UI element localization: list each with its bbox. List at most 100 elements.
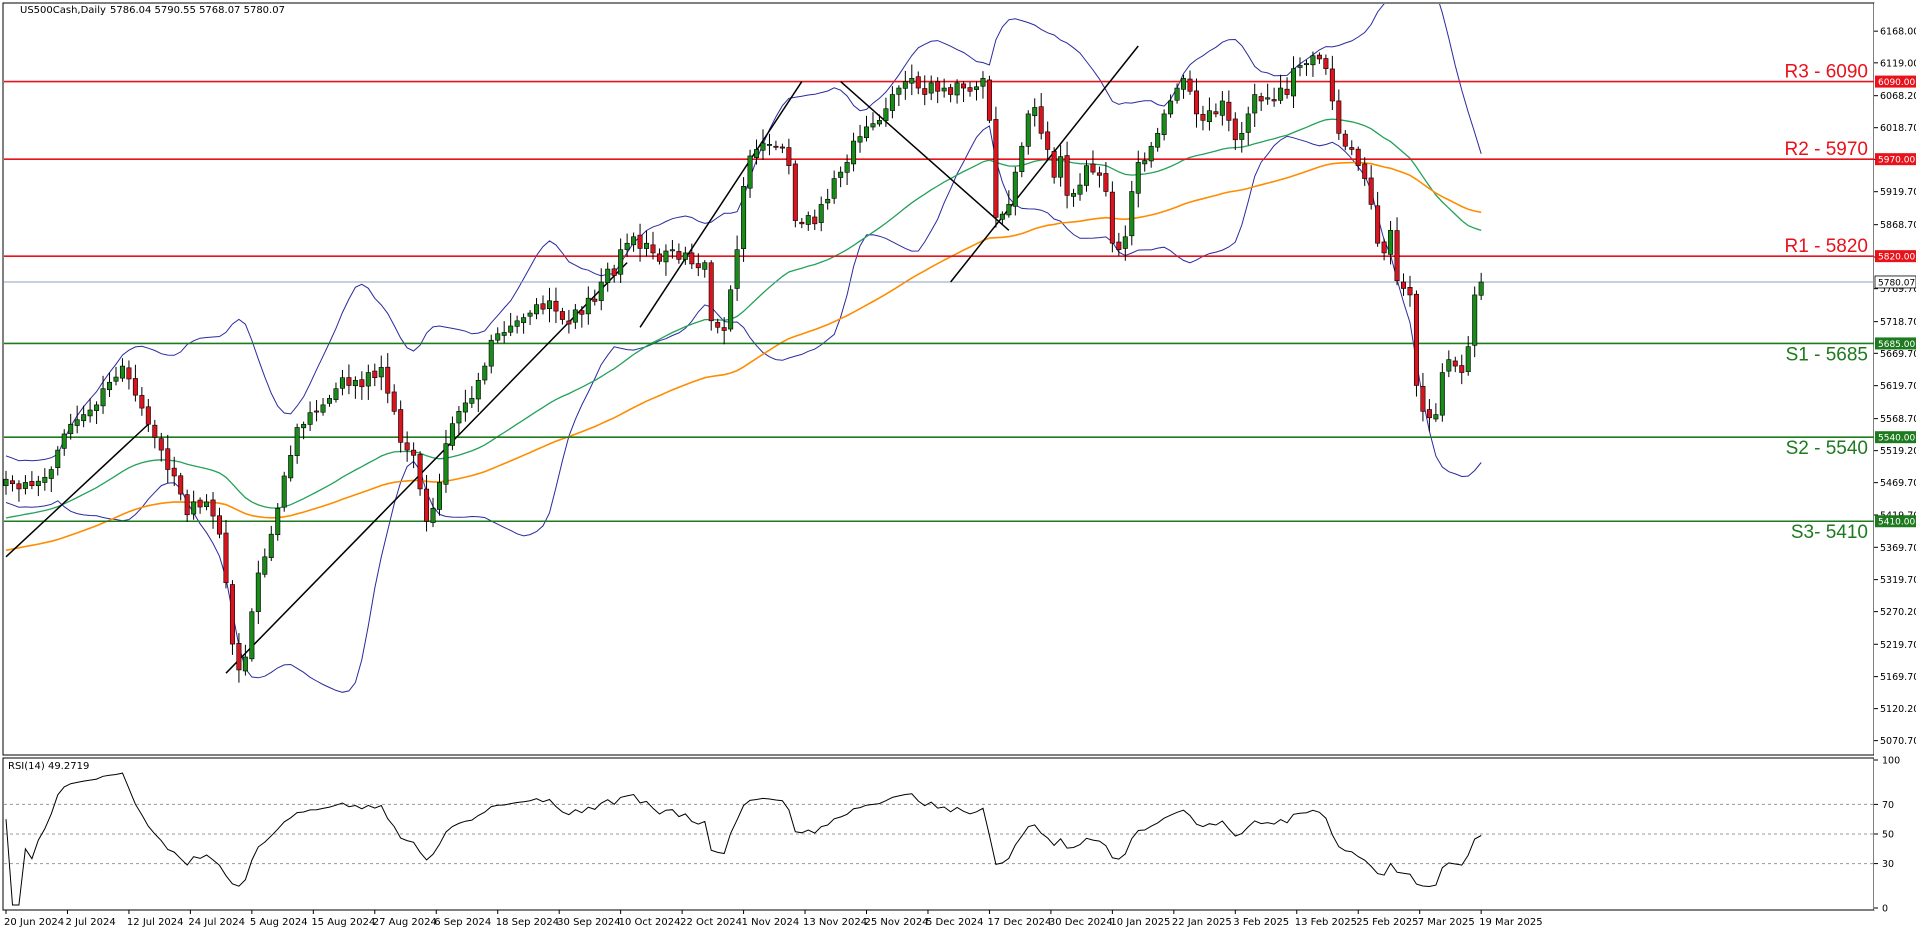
- time-axis-tick-label: 27 Aug 2024: [373, 917, 437, 928]
- candle-bull: [1239, 133, 1245, 140]
- candle-bear: [9, 480, 15, 485]
- candle-bear: [229, 584, 235, 645]
- candle-bear: [16, 483, 22, 490]
- support-resistance-lines: [4, 80, 1874, 523]
- candle-bull: [831, 178, 837, 199]
- candle-bull: [728, 289, 734, 330]
- level-price-tag-s2: [1875, 431, 1916, 444]
- candle-bull: [55, 449, 61, 468]
- candle-bear: [1426, 409, 1432, 419]
- candle-bull: [35, 480, 41, 486]
- candle-bull: [1168, 100, 1174, 115]
- candle-bear: [1349, 147, 1355, 150]
- candle-bull: [281, 475, 287, 508]
- candle-bull: [818, 204, 824, 223]
- candle-bull: [534, 304, 540, 315]
- candle-bear: [1452, 360, 1458, 367]
- candle-bear: [1271, 99, 1277, 102]
- rsi-axis-tick-label: 100: [1882, 756, 1900, 767]
- price-axis-tick-label: 5718.70: [1880, 317, 1916, 328]
- candle-bull: [521, 317, 527, 323]
- candle-bull: [320, 404, 326, 413]
- candle-bear: [1232, 118, 1238, 141]
- candle-bear: [559, 311, 565, 320]
- candle-bear: [417, 454, 423, 490]
- candle-bull: [825, 198, 831, 204]
- candle-bull: [436, 482, 442, 510]
- time-axis-tick-label: 3 Feb 2025: [1233, 917, 1289, 928]
- candle-bear: [1394, 230, 1400, 282]
- candle-bull: [514, 320, 520, 327]
- candle-bull: [1446, 359, 1452, 372]
- candle-bear: [721, 327, 727, 331]
- chart-header-ohlc: 5786.04 5790.55 5768.07 5780.07: [110, 5, 285, 16]
- candle-bull: [702, 262, 708, 270]
- candle-bear: [948, 87, 954, 95]
- candle-bull: [1142, 160, 1148, 165]
- candle-bull: [294, 427, 300, 456]
- price-axis-tick-label: 5469.70: [1880, 478, 1916, 489]
- candle-bear: [715, 322, 721, 328]
- candle-bull: [857, 136, 863, 143]
- level-price-tag-r1: [1875, 250, 1916, 263]
- candle-bull: [734, 249, 740, 289]
- candle-bull: [268, 533, 274, 558]
- candle-bull: [1278, 87, 1284, 101]
- candle-bear: [411, 449, 417, 456]
- candle-bull: [644, 242, 650, 249]
- rsi-pane: [2, 757, 1875, 911]
- time-axis-tick-label: 10 Oct 2024: [619, 917, 681, 928]
- candle-bear: [1090, 163, 1096, 173]
- level-label-s2: S2 - 5540: [1786, 438, 1868, 459]
- candle-bull: [999, 213, 1005, 220]
- candle-bull: [113, 376, 119, 382]
- price-axis-tick-label: 5568.70: [1880, 414, 1916, 425]
- candle-bear: [773, 145, 779, 148]
- candle-bull: [3, 478, 9, 486]
- candle-bear: [650, 244, 656, 254]
- candle-bull: [22, 482, 28, 489]
- time-axis-tick-label: 5 Aug 2024: [250, 917, 308, 928]
- time-axis-tick-label: 13 Nov 2024: [803, 917, 867, 928]
- candle-bear: [1213, 111, 1219, 115]
- candle-bull: [1439, 372, 1445, 416]
- candle-bear: [1329, 68, 1335, 102]
- trend-line: [840, 81, 1010, 231]
- time-axis-tick-label: 17 Dec 2024: [987, 917, 1051, 928]
- candle-bear: [1355, 148, 1361, 166]
- candle-bull: [1155, 133, 1161, 148]
- candle-bull: [747, 155, 753, 189]
- candle-bear: [708, 262, 714, 322]
- candle-bear: [695, 263, 701, 269]
- candle-bull: [844, 162, 850, 173]
- candle-bear: [398, 409, 404, 443]
- price-axis-tick-label: 5120.20: [1880, 704, 1916, 715]
- level-price-tag-text: 5685.00: [1878, 340, 1915, 350]
- candle-bull: [81, 414, 87, 422]
- candle-bear: [812, 216, 818, 225]
- candle-bull: [48, 469, 54, 479]
- rsi-axis-tick-label: 0: [1882, 904, 1888, 915]
- candle-bull: [1252, 94, 1258, 114]
- level-price-tag-text: 6090.00: [1878, 78, 1915, 88]
- level-price-tag-text: 5820.00: [1878, 253, 1915, 263]
- price-axis-tick-label: 5769.70: [1880, 284, 1916, 295]
- candle-bear: [1401, 281, 1407, 289]
- candle-bull: [838, 171, 844, 178]
- candle-bear: [967, 87, 973, 92]
- candle-bull: [527, 312, 533, 317]
- candle-bear: [126, 367, 132, 380]
- candle-bull: [1019, 145, 1025, 172]
- price-axis-tick-label: 5669.70: [1880, 349, 1916, 360]
- time-axis-tick-label: 18 Sep 2024: [496, 917, 559, 928]
- candle-bear: [197, 499, 203, 508]
- candle-bear: [1193, 90, 1199, 115]
- candle-bull: [204, 501, 210, 507]
- candle-bear: [210, 499, 216, 517]
- candle-bear: [1323, 58, 1329, 69]
- candle-bear: [139, 395, 145, 409]
- candle-bear: [1116, 241, 1122, 250]
- candle-bull: [352, 379, 358, 387]
- candle-bull: [495, 333, 501, 341]
